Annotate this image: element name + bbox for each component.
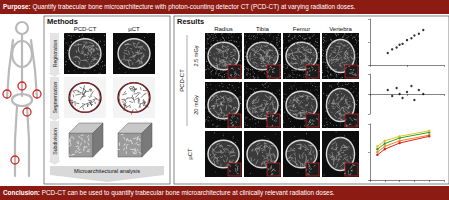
svg-text:Results: Results bbox=[177, 17, 204, 26]
svg-text:Microarchitectural analysis: Microarchitectural analysis bbox=[74, 168, 140, 174]
svg-text:µCT: µCT bbox=[187, 148, 193, 160]
svg-text:PCD-CT: PCD-CT bbox=[74, 26, 97, 32]
svg-text:Tibia: Tibia bbox=[256, 26, 269, 32]
svg-text:Femur: Femur bbox=[293, 26, 310, 32]
svg-text:2.5 mGy: 2.5 mGy bbox=[193, 45, 199, 66]
svg-text:PCD-CT: PCD-CT bbox=[179, 69, 185, 92]
svg-text:Methods: Methods bbox=[47, 17, 78, 26]
svg-text:Purpose: Quantify trabecular b: Purpose: Quantify trabecular bone microa… bbox=[3, 3, 356, 11]
svg-text:Subdivision: Subdivision bbox=[52, 128, 58, 155]
svg-text:µCT: µCT bbox=[128, 26, 140, 32]
svg-text:20 mGy: 20 mGy bbox=[193, 95, 199, 115]
svg-text:Radius: Radius bbox=[214, 26, 233, 32]
svg-text:Conclusion: PCD-CT can be used: Conclusion: PCD-CT can be used to quanti… bbox=[3, 189, 335, 197]
svg-text:Vertebra: Vertebra bbox=[329, 26, 352, 32]
svg-text:Registration: Registration bbox=[52, 40, 58, 68]
svg-text:Segmentation: Segmentation bbox=[52, 81, 58, 113]
